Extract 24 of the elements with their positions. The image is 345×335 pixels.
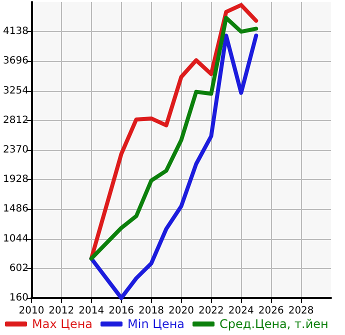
legend-label: Сред.Цена, т.йен	[220, 317, 328, 331]
y-tick-label: 1486	[2, 204, 28, 215]
y-tick-label: 2370	[2, 144, 28, 156]
x-tick-label: 2014	[78, 306, 104, 316]
x-tick-label: 2024	[228, 306, 254, 316]
x-tick-label: 2018	[138, 306, 164, 316]
x-tick-label: 2028	[288, 306, 314, 316]
x-tick-label: 2016	[108, 306, 134, 316]
x-tick-label: 2026	[258, 306, 284, 316]
legend-label: Min Цена	[128, 317, 185, 331]
y-tick-label: 1044	[2, 233, 28, 244]
line-series	[89, 34, 258, 300]
x-tick-label: 2010	[18, 306, 44, 316]
y-tick-label: 3254	[2, 85, 28, 96]
y-tick-label: 1928	[2, 174, 28, 186]
y-tick-label: 2812	[2, 114, 28, 126]
y-tick-label: 4138	[2, 26, 28, 38]
x-tick-label: 2022	[198, 306, 224, 316]
legend-label: Max Цена	[32, 317, 93, 331]
y-tick-label: 602	[9, 262, 28, 274]
x-tick-label: 2012	[48, 306, 74, 316]
y-tick-label: 160	[9, 292, 28, 304]
y-tick-label: 3696	[2, 56, 28, 67]
x-tick-label: 2020	[168, 306, 194, 316]
